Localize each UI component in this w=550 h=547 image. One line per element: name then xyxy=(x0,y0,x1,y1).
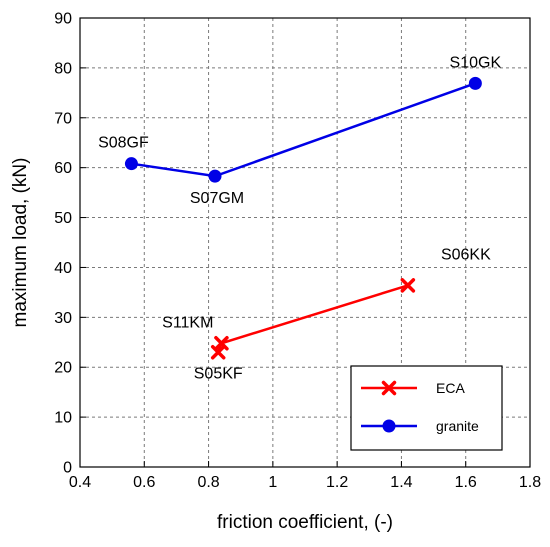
point-label: S11KM xyxy=(162,314,213,331)
y-axis-title: maximum load, (kN) xyxy=(10,158,31,328)
y-tick-label: 70 xyxy=(54,110,72,127)
series-granite xyxy=(124,76,482,183)
point-label: S06KK xyxy=(441,246,491,263)
series-eca-point-stroke xyxy=(400,278,416,293)
series xyxy=(124,76,482,360)
y-tick-label: 60 xyxy=(54,160,72,177)
y-tick-label: 10 xyxy=(54,410,72,427)
series-granite-point xyxy=(208,169,222,183)
x-tick-label: 1.2 xyxy=(326,474,348,491)
point-label: S07GM xyxy=(190,190,244,207)
series-granite-line xyxy=(131,82,476,178)
y-tick-label: 80 xyxy=(54,60,72,77)
series-eca-point-stroke xyxy=(210,345,226,360)
legend-marker-eca xyxy=(381,380,397,396)
legend-marker-granite xyxy=(382,419,396,433)
point-label: S10GK xyxy=(450,54,502,71)
plot-frame xyxy=(79,17,531,468)
x-tick-label: 1.8 xyxy=(519,474,541,491)
axis-ticks: 0.4 0.6 0.8 1 1.2 1.4 1.6 1.8 0 10 20 30 40 50 60 70 80 9… xyxy=(54,11,541,492)
point-labels: S05KF S11KM S06KK S08GF S07GM S10GK xyxy=(98,54,501,382)
legend: ECA granite xyxy=(350,365,503,451)
y-tick-label: 90 xyxy=(54,11,72,28)
series-granite-point xyxy=(468,76,482,90)
x-tick-label: 0.8 xyxy=(197,474,219,491)
y-tick-label: 30 xyxy=(54,310,72,327)
y-tick-label: 40 xyxy=(54,260,72,277)
y-tick-label: 20 xyxy=(54,360,72,377)
x-tick-label: 1.6 xyxy=(455,474,477,491)
series-eca-point-stroke xyxy=(214,336,229,351)
point-label: S05KF xyxy=(194,365,243,382)
series-eca-line xyxy=(217,284,409,353)
y-tick-label: 0 xyxy=(63,460,72,477)
y-tick-label: 50 xyxy=(54,210,72,227)
point-label: S08GF xyxy=(98,135,149,152)
legend-box xyxy=(350,365,503,451)
series-eca-point xyxy=(214,336,229,351)
x-tick-label: 1 xyxy=(268,474,277,491)
legend-label-eca: ECA xyxy=(436,380,465,396)
x-axis-title: friction coefficient, (-) xyxy=(217,512,393,533)
x-tick-label: 0.6 xyxy=(133,474,155,491)
x-tick-label: 0.4 xyxy=(69,474,91,491)
series-granite-point xyxy=(124,157,138,171)
series-eca xyxy=(210,278,416,360)
x-tick-label: 1.4 xyxy=(390,474,412,491)
series-eca-point xyxy=(400,278,416,293)
legend-marker-eca-stroke xyxy=(381,380,397,396)
legend-label-granite: granite xyxy=(436,418,479,434)
